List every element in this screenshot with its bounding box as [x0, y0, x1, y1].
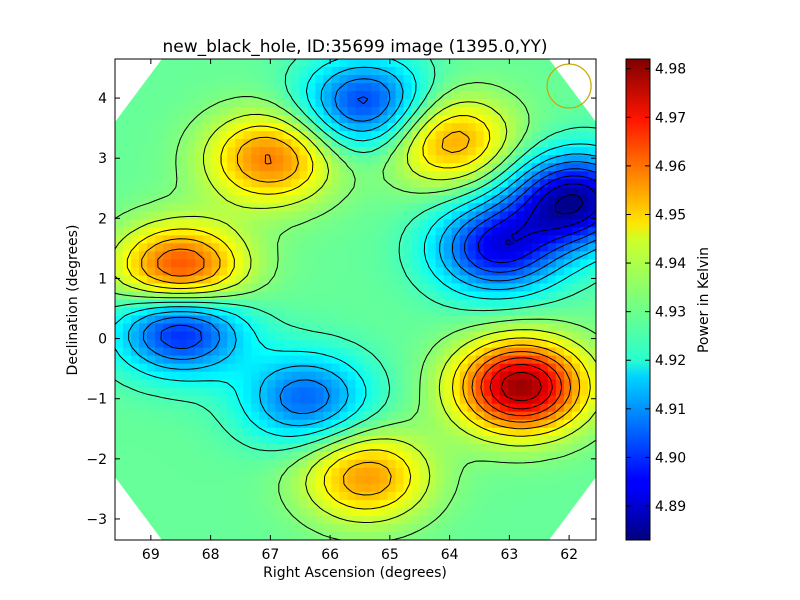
x-tick-label: 68	[202, 547, 220, 563]
colorbar: 4.89 4.90 4.91 4.92 4.93 4.94 4.95 4.96 4.97 4.98…	[625, 58, 712, 541]
colorbar-tick-label: 4.89	[655, 499, 686, 515]
x-tick-label: 63	[500, 547, 518, 563]
heatmap-image	[115, 59, 596, 540]
contour-line	[115, 59, 596, 452]
contour-line	[128, 66, 596, 427]
chart-title: new_black_hole, ID:35699 image (1395.0,Y…	[162, 37, 547, 57]
colorbar-ticks: 4.89 4.90 4.91 4.92 4.93 4.94 4.95 4.96 4.97 4.98	[626, 62, 686, 515]
x-axis: 69 68 67 66 65 64 63 62	[142, 59, 578, 563]
contour-line	[157, 154, 572, 423]
colorbar-tick-label: 4.94	[655, 256, 686, 272]
colorbar-tick-label: 4.97	[655, 110, 686, 126]
contour-line	[489, 363, 553, 410]
y-tick-label: 4	[98, 91, 107, 107]
contour-line	[115, 82, 596, 540]
contour-line	[115, 59, 596, 437]
y-tick-label: −3	[86, 512, 107, 528]
contour-line	[160, 96, 596, 349]
contour-line	[141, 130, 581, 496]
plot-frame	[114, 58, 597, 541]
x-tick-label: 67	[261, 547, 279, 563]
y-tick-label: 2	[98, 211, 107, 227]
y-tick-label: 1	[98, 271, 107, 287]
beam-marker	[546, 63, 592, 109]
x-tick-label: 62	[560, 547, 578, 563]
contour-line	[480, 357, 563, 417]
y-axis-label: Declination (degrees)	[65, 225, 81, 376]
colorbar-tick-label: 4.96	[655, 159, 686, 175]
contour-line	[126, 115, 591, 510]
colorbar-tick-label: 4.93	[655, 305, 686, 321]
colorbar-gradient	[625, 58, 651, 541]
y-tick-label: 0	[98, 332, 107, 348]
x-tick-label: 65	[381, 547, 399, 563]
contour-line	[143, 78, 596, 414]
contour-line	[115, 101, 596, 523]
colorbar-tick-label: 4.90	[655, 450, 686, 466]
x-tick-label: 66	[321, 547, 339, 563]
contour-line	[500, 371, 542, 402]
x-axis-label: Right Ascension (degrees)	[263, 565, 447, 581]
contour-lines	[115, 59, 596, 540]
y-tick-label: −2	[86, 452, 107, 468]
y-axis: −3 −2 −1 0 1 2 3 4	[86, 91, 596, 528]
colorbar-tick-label: 4.91	[655, 402, 686, 418]
contour-line	[554, 194, 584, 215]
x-tick-label: 69	[142, 547, 160, 563]
colorbar-tick-label: 4.92	[655, 353, 686, 369]
colorbar-label: Power in Kelvin	[696, 247, 712, 353]
colorbar-tick-label: 4.98	[655, 62, 686, 78]
y-tick-label: −1	[86, 392, 107, 408]
colorbar-tick-label: 4.95	[655, 207, 686, 223]
x-tick-label: 64	[441, 547, 459, 563]
plot-area: 69 68 67 66 65 64 63 62 −3 −2 −1 0 1 2 3 4	[86, 58, 597, 563]
y-tick-label: 3	[98, 151, 107, 167]
contour-line	[477, 175, 596, 264]
